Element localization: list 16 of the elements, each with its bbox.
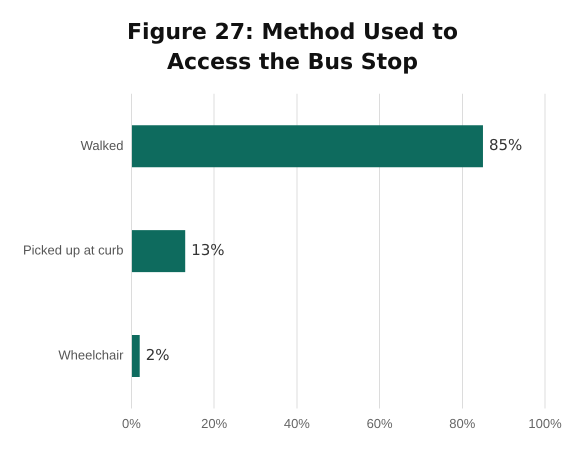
y-tick-label: Picked up at curb	[22, 242, 124, 258]
chart-title: Figure 27: Method Used to Access the Bus Stop	[126, 19, 459, 77]
bar	[132, 334, 140, 377]
bar	[132, 230, 186, 272]
data-label: 85%	[488, 136, 522, 154]
y-tick-label: Wheelchair	[58, 348, 124, 363]
bar	[132, 125, 483, 168]
data-label: 13%	[191, 240, 225, 259]
y-tick-label: Walked	[80, 138, 124, 153]
x-tick-label: 0%	[122, 416, 142, 431]
x-tick-label: 100%	[528, 416, 562, 431]
x-tick-label: 60%	[366, 416, 394, 431]
data-label: 2%	[146, 346, 170, 364]
x-tick-label: 40%	[284, 416, 310, 431]
x-tick-label: 80%	[449, 416, 476, 431]
x-tick-label: 20%	[201, 416, 228, 431]
